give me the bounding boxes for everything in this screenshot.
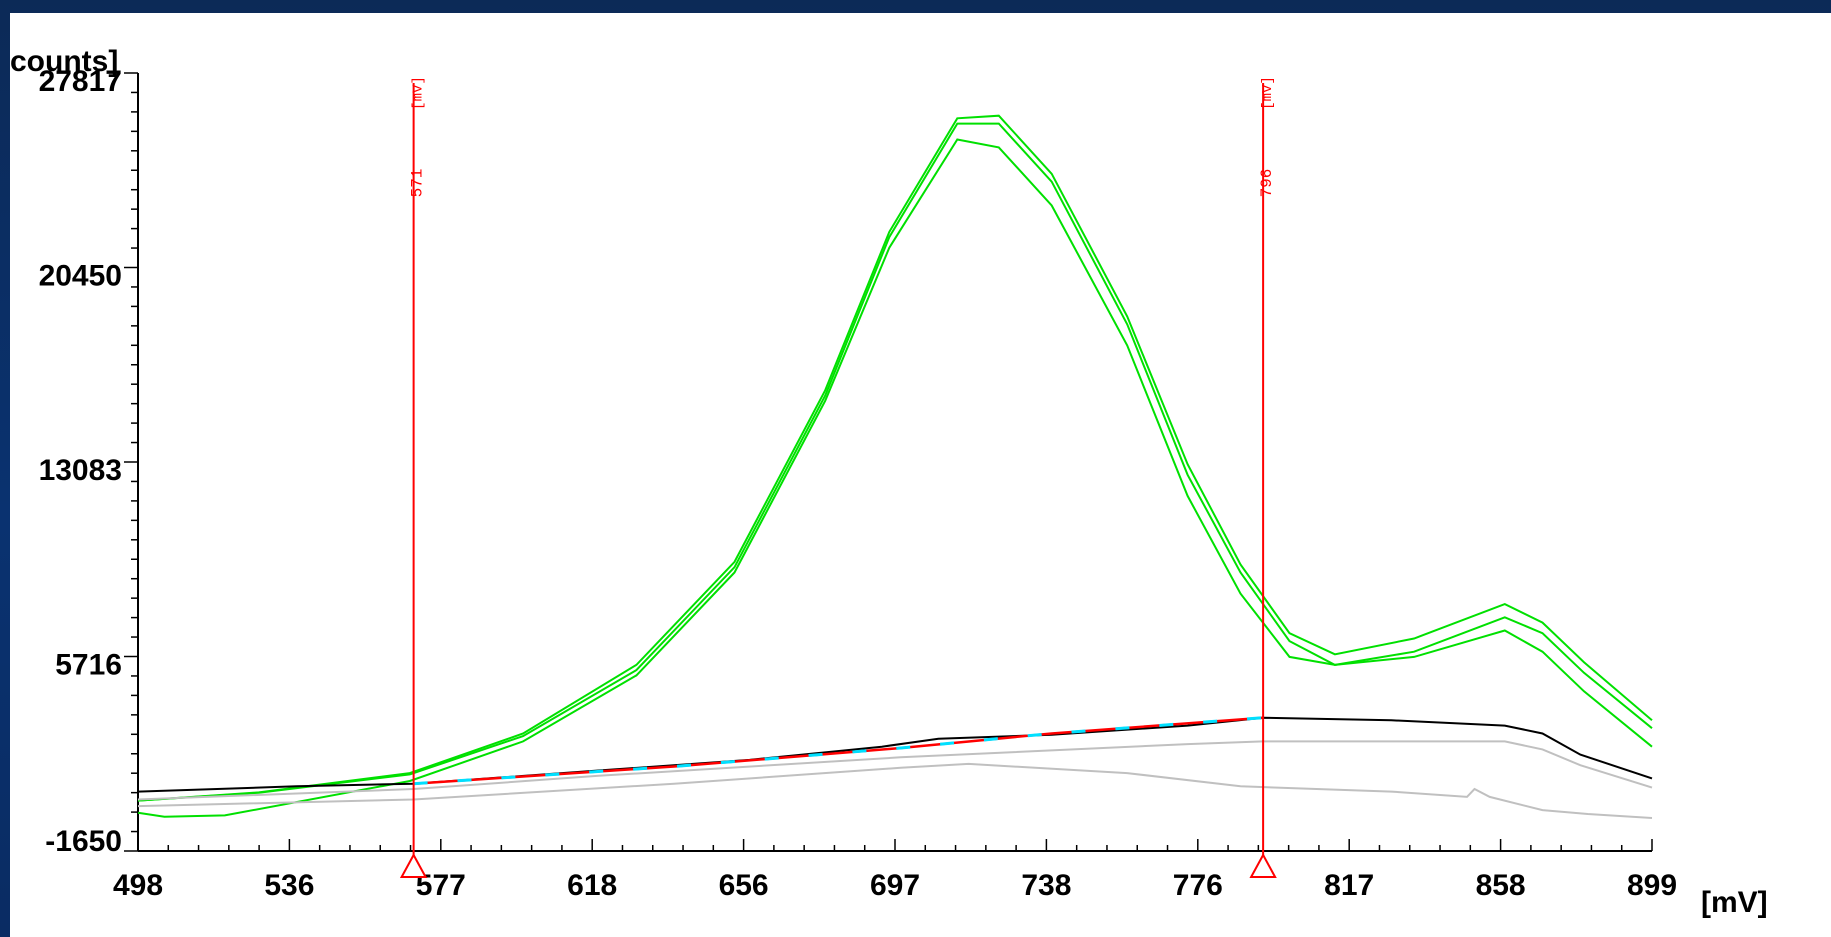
axes	[137, 73, 1652, 852]
x-axis-unit: [mV]	[1701, 886, 1768, 919]
series-line-green	[137, 114, 1653, 802]
series-line-cyan	[413, 716, 1264, 786]
series-line-gray	[137, 740, 1653, 801]
cursor-markers[interactable]: 571 [mV] 796 [mV]	[399, 76, 1277, 878]
cursor-unit-label: [mV]	[411, 76, 427, 110]
x-tick-label: 618	[567, 869, 617, 902]
y-tick-label: 13083	[39, 454, 122, 487]
x-tick-label: 858	[1476, 869, 1526, 902]
x-tick-label: 776	[1173, 869, 1223, 902]
x-tick-label: 697	[870, 869, 920, 902]
series-line-green	[137, 138, 1653, 818]
y-tick-label: -1650	[45, 825, 122, 858]
x-tick-label: 498	[113, 869, 163, 902]
series-line-green	[137, 122, 1653, 802]
x-tick-label: 817	[1324, 869, 1374, 902]
y-axis-label: counts]	[10, 45, 119, 78]
cursor-handle-icon[interactable]	[399, 852, 428, 878]
cursor-value-label: 796	[1258, 169, 1276, 198]
series-line-gray	[137, 762, 1653, 819]
cursor-marker[interactable]: 796 [mV]	[1249, 76, 1277, 878]
data-series	[137, 114, 1653, 819]
y-tick-label: 27817	[39, 65, 122, 98]
cursor-marker[interactable]: 571 [mV]	[399, 76, 428, 878]
y-tick-label: 20450	[39, 260, 122, 293]
cursor-value-label: 571	[409, 169, 427, 198]
x-tick-label: 536	[264, 869, 314, 902]
cursor-handle-icon[interactable]	[1249, 852, 1277, 878]
y-tick-label: 5716	[55, 649, 122, 682]
x-tick-labels: 498 536 577 618 656 697 738 776 817 858 899	[113, 869, 1677, 902]
tick-marks	[124, 72, 1653, 852]
x-tick-label: 656	[719, 869, 769, 902]
x-tick-label: 738	[1021, 869, 1071, 902]
y-tick-labels: 27817 20450 13083 5716 -1650	[39, 65, 122, 858]
x-tick-label: 899	[1627, 869, 1677, 902]
cursor-unit-label: [mV]	[1260, 76, 1276, 110]
chart-panel: 27817 20450 13083 5716 -1650 498 536 577 618 656…	[10, 13, 1831, 937]
